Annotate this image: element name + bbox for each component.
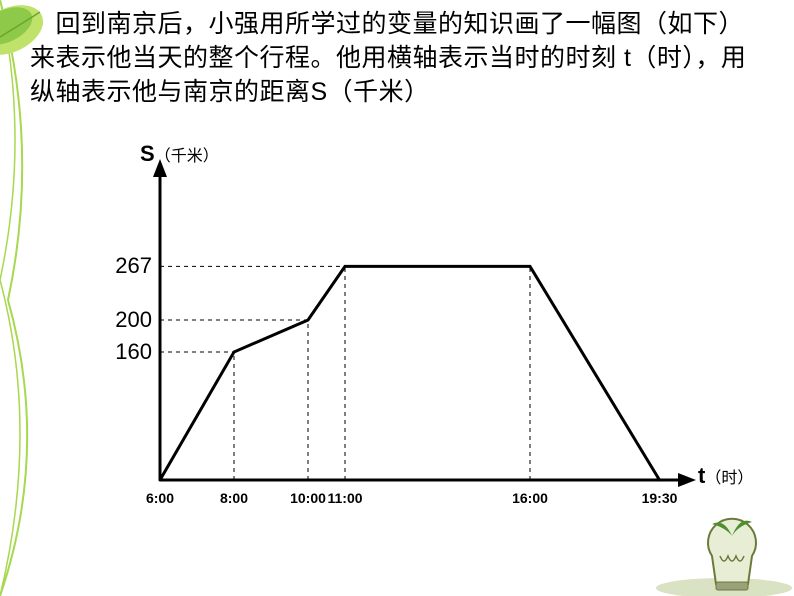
- x-axis-unit: （时）: [705, 470, 753, 487]
- x-tick-label: 8:00: [220, 490, 248, 506]
- y-tick-label: 267: [115, 253, 152, 279]
- x-tick-label: 16:00: [512, 490, 548, 506]
- x-tick-label: 19:30: [642, 490, 678, 506]
- y-tick-label: 160: [115, 339, 152, 365]
- x-tick-label: 11:00: [327, 490, 362, 506]
- y-axis-unit: （千米）: [155, 148, 219, 165]
- y-tick-label: 200: [115, 307, 152, 333]
- y-axis-label: S: [140, 141, 155, 166]
- x-tick-label: 6:00: [146, 490, 174, 506]
- x-axis-title: t（时）: [698, 463, 753, 489]
- x-tick-label: 10:00: [290, 490, 326, 506]
- distance-time-chart: S（千米） t（时） 160 200 267 6:00 8:00 10:0011:00 1…: [70, 135, 770, 555]
- chart-description: 回到南京后，小强用所学过的变量的知识画了一幅图（如下）来表示他当天的整个行程。他…: [30, 8, 760, 109]
- y-axis-title: S（千米）: [140, 141, 219, 167]
